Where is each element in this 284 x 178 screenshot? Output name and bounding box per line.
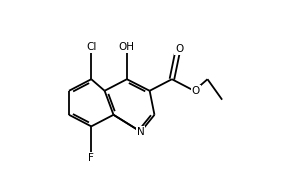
Text: F: F	[88, 153, 94, 163]
Text: O: O	[192, 86, 200, 96]
Text: N: N	[137, 127, 145, 137]
Text: OH: OH	[119, 42, 135, 52]
Text: O: O	[175, 44, 183, 54]
Text: Cl: Cl	[86, 42, 97, 52]
